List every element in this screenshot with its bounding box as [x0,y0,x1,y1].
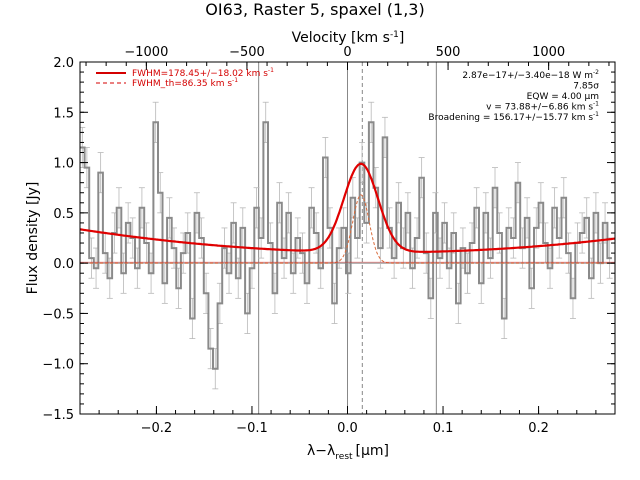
reference-lines [258,62,437,414]
fit-annotation-0: 2.87e−17+/−3.40e−18 W m-2 [462,69,599,81]
legend-label-text: FWHM=178.45+/−18.02 km s [132,69,268,79]
x-axis-title-unit: [μm] [356,443,389,459]
y-tick-label: −1.5 [42,408,74,423]
fit-annotation-sup: -2 [593,69,599,76]
x-axis-title: λ−λrest [μm] [307,443,389,462]
fit-annotation-text: 2.87e−17+/−3.40e−18 W m [462,71,593,81]
y-tick-label: 1.5 [53,106,74,121]
x-tick-label: −0.2 [141,421,173,436]
gaussian-fit-curve [80,162,615,253]
y-axis-title: Flux density [Jy] [25,182,41,295]
x-tick-label: 0.1 [433,421,454,436]
y-tick-label: 1.0 [53,157,74,172]
velocity-axis-title-sup: -1 [390,30,399,40]
plot-area [80,62,615,414]
fit-annotation-sup: -1 [593,111,599,118]
fit-annotation-text: EQW = 4.00 μm [527,92,599,102]
fit-annotation-3: v = 73.88+/−6.86 km s-1 [486,101,599,113]
x-tick-label: −0.1 [236,421,268,436]
x-tick-label: 0.0 [337,421,358,436]
fit-annotation-sup: -1 [593,101,599,108]
velocity-axis-ticks: −1000 −500 0 500 1000 [85,45,610,70]
y-tick-label: −1.0 [42,358,74,373]
legend-label-sup: -1 [268,67,274,74]
velocity-tick-label: −1000 [124,45,168,60]
y-tick-label: −0.5 [42,307,74,322]
legend: FWHM=178.45+/−18.02 km s-1FWHM_th=86.35 … [96,67,274,89]
fit-annotation-4: Broadening = 156.17+/−15.77 km s-1 [428,111,599,123]
fit-curves [80,162,615,264]
x-axis-ticks: −0.2 −0.1 0.0 0.1 0.2 [79,406,616,436]
velocity-axis-title-main: Velocity [km s [292,30,390,46]
fit-annotation-text: Broadening = 156.17+/−15.77 km s [428,113,593,123]
fit-annotation-text: 7.85σ [573,82,599,92]
velocity-tick-label: 0 [343,45,351,60]
velocity-tick-label: −500 [229,45,265,60]
velocity-axis-title-end: ] [399,30,404,46]
y-tick-label: 0.0 [53,257,74,272]
y-tick-label: 0.5 [53,207,74,222]
x-axis-title-main: λ−λ [307,443,335,459]
velocity-tick-label: 500 [436,45,461,60]
velocity-axis-title: Velocity [km s-1] [292,30,405,46]
chart-title: OI63, Raster 5, spaxel (1,3) [205,0,424,19]
fit-annotation-1: 7.85σ [573,82,599,92]
y-tick-label: 2.0 [53,56,74,71]
x-tick-label: 0.2 [528,421,549,436]
legend-label-0: FWHM=178.45+/−18.02 km s-1 [132,67,274,79]
legend-label-text: FWHM_th=86.35 km s [132,79,232,89]
legend-label-sup: -1 [232,77,238,84]
y-axis-ticks: −1.5 −1.0 −0.5 0.0 0.5 1.0 1.5 2.0 [42,56,615,423]
thermal-gaussian-curve [80,194,615,264]
x-axis-title-sub: rest [335,452,353,462]
fit-annotation-2: EQW = 4.00 μm [527,92,599,102]
legend-label-1: FWHM_th=86.35 km s-1 [132,77,238,89]
velocity-tick-label: 1000 [532,45,565,60]
fit-annotation-text: v = 73.88+/−6.86 km s [486,103,593,113]
